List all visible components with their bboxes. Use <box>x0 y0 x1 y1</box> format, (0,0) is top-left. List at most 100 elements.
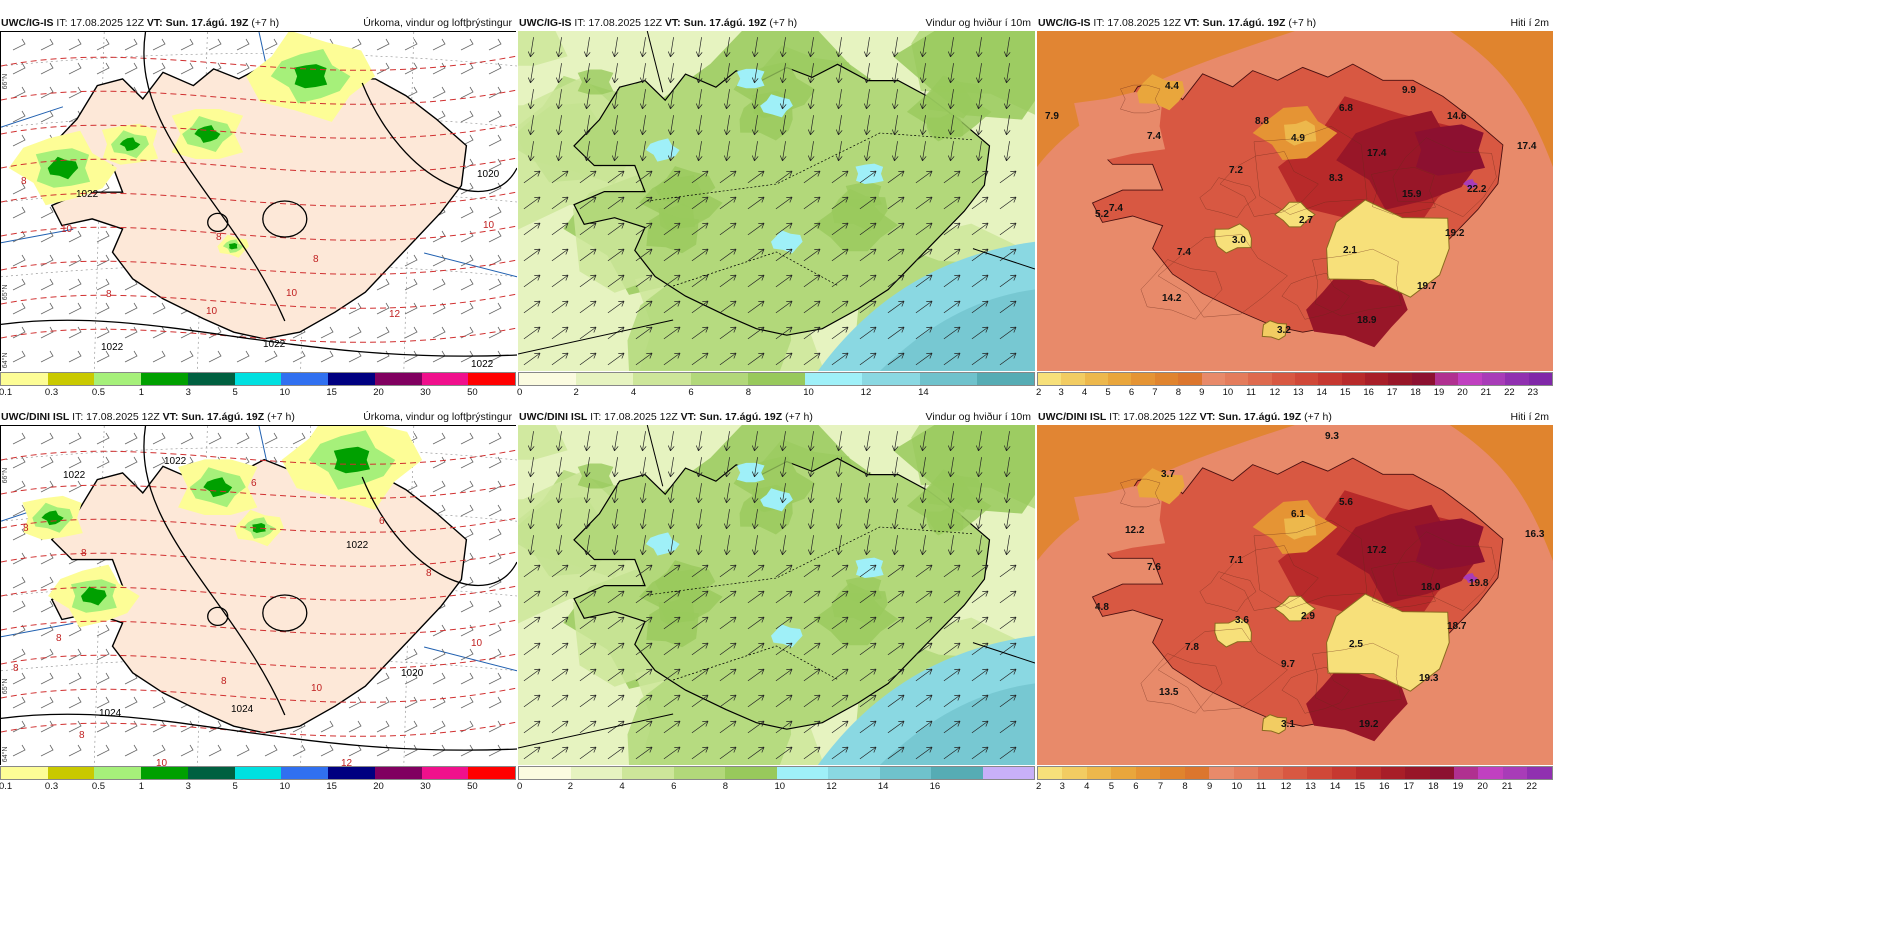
colorbar-swatch <box>576 373 634 385</box>
colorbar-swatch <box>1131 373 1155 385</box>
colorbar-swatch <box>1405 767 1430 779</box>
vt-label: VT: <box>661 17 684 29</box>
temperature-value-label: 7.4 <box>1147 131 1161 142</box>
map-canvas: 81081022810108101212102010221022102266°N… <box>1 32 517 372</box>
colorbar-tick-label: 20 <box>1457 387 1468 398</box>
latitude-label: 66°N <box>1 74 9 90</box>
colorbar-tick-label: 8 <box>1175 387 1182 398</box>
temperature-value-label: 7.6 <box>1147 562 1161 573</box>
colorbar-tick-label: 3 <box>1058 387 1064 398</box>
colorbar-tick-label: 10 <box>1231 781 1243 792</box>
map-value-label: 1024 <box>99 708 122 719</box>
colorbar-tick-label: 20 <box>1477 781 1488 792</box>
colorbar-swatch <box>1209 767 1234 779</box>
temperature-value-label: 4.9 <box>1291 133 1305 144</box>
colorbar-swatch <box>1224 373 1249 385</box>
model-name: UWC/DINI ISL <box>1 411 70 423</box>
wind-panel: UWC/DINI ISL IT: 17.08.2025 12Z VT: Sun.… <box>517 408 1035 793</box>
colorbar-tick-label: 4 <box>1081 387 1088 398</box>
latitude-label: 65°N <box>1 679 9 695</box>
colorbar-swatch <box>1038 373 1062 385</box>
temperature-value-label: 19.3 <box>1419 673 1439 684</box>
colorbar-swatch <box>1435 373 1459 385</box>
colorbar-ticks: 2 3 4 5 6 7 8 9 10 11 12 13 14 15 16 17 18 19 20 21 22 <box>1036 781 1553 793</box>
colorbar-tick-label: 18 <box>1428 781 1439 792</box>
run-info: UWC/IG-IS IT: 17.08.2025 12Z VT: Sun. 17… <box>1038 14 1316 32</box>
colorbar-swatch <box>1 767 48 779</box>
map-value-label: 1022 <box>263 339 286 350</box>
colorbar-swatch <box>468 373 516 385</box>
it-label: IT: <box>1090 17 1108 29</box>
colorbar-tick-label: 17 <box>1386 387 1398 398</box>
colorbar-tick-label: 4 <box>1084 781 1090 792</box>
colorbar-swatch <box>1505 373 1529 385</box>
temperature-value-label: 2.9 <box>1301 611 1315 622</box>
colorbar <box>1037 766 1553 784</box>
colorbar-swatch <box>1453 767 1479 779</box>
colorbar-tick-label: 5 <box>1105 387 1111 398</box>
temp-map[interactable]: 9.3 3.7 5.6 6.1 12.2 16.3 17.2 7.1 7.6 18.0 19.8 4.… <box>1037 425 1553 765</box>
run-info: UWC/IG-IS IT: 17.08.2025 12Z VT: Sun. 17… <box>519 14 797 32</box>
temperature-value-label: 12.2 <box>1125 525 1145 536</box>
colorbar-tick-label: 15 <box>326 781 337 792</box>
map-value-label: 10 <box>471 638 483 649</box>
temperature-value-label: 4.8 <box>1095 602 1109 613</box>
map-canvas: 9.3 3.7 5.6 6.1 12.2 16.3 17.2 7.1 7.6 18.0 19.8 4.… <box>1037 425 1553 765</box>
temperature-value-label: 14.2 <box>1162 293 1182 304</box>
latitude-label: 64°N <box>1 353 9 369</box>
colorbar <box>518 766 1035 784</box>
map-value-label: 12 <box>341 758 353 766</box>
colorbar-ticks: 0.1 0.3 0.5 1 3 5 10 15 20 30 50 <box>0 387 516 399</box>
temperature-value-label: 3.1 <box>1281 719 1295 730</box>
colorbar-swatch <box>919 373 977 385</box>
temp-panel: UWC/DINI ISL IT: 17.08.2025 12Z VT: Sun.… <box>1036 408 1553 793</box>
colorbar-swatch <box>1527 767 1552 779</box>
temp-map[interactable]: 4.4 9.9 7.9 6.8 8.8 7.4 4.9 14.6 17.4 17.4 7.2 8.3 1… <box>1037 31 1553 371</box>
colorbar-swatch <box>805 373 863 385</box>
valid-time: Sun. 17.ágú. 19Z <box>1218 411 1302 423</box>
colorbar-swatch <box>862 373 920 385</box>
colorbar-swatch <box>1380 767 1406 779</box>
colorbar-tick-label: 3 <box>185 781 191 792</box>
colorbar-swatch <box>1084 373 1109 385</box>
map-value-label: 10 <box>156 758 168 766</box>
temp-panel: UWC/IG-IS IT: 17.08.2025 12Z VT: Sun. 17… <box>1036 14 1553 399</box>
colorbar-tick-label: 22 <box>1504 387 1515 398</box>
map-value-label: 10 <box>206 306 218 317</box>
temperature-value-label: 14.6 <box>1447 111 1467 122</box>
temperature-value-label: 7.2 <box>1229 165 1243 176</box>
colorbar-tick-label: 14 <box>877 781 889 792</box>
colorbar-swatch <box>519 767 571 779</box>
colorbar-ticks: 0.1 0.3 0.5 1 3 5 10 15 20 30 50 <box>0 781 516 793</box>
colorbar-swatch <box>141 373 188 385</box>
run-info: UWC/DINI ISL IT: 17.08.2025 12Z VT: Sun.… <box>1 408 295 426</box>
colorbar-tick-label: 12 <box>1269 387 1281 398</box>
panel-header: UWC/IG-IS IT: 17.08.2025 12Z VT: Sun. 17… <box>518 14 1035 32</box>
map-value-label: 8 <box>216 232 222 243</box>
colorbar-swatch <box>1061 373 1085 385</box>
precip-map[interactable]: 1022 1022 8 8 6 6 1022 8 8 8 8 10 1024 1020 10 8 10 12 102… <box>0 425 517 766</box>
colorbar-swatch <box>1154 373 1179 385</box>
colorbar-tick-label: 9 <box>1207 781 1213 792</box>
vt-label: VT: <box>1180 17 1203 29</box>
colorbar-swatch <box>828 767 880 779</box>
colorbar-swatch <box>1135 767 1161 779</box>
colorbar-swatch <box>1038 767 1063 779</box>
precip-map[interactable]: 81081022810108101212102010221022102266°N… <box>0 31 517 372</box>
init-time: 17.08.2025 12Z <box>1107 17 1181 29</box>
temperature-value-label: 15.9 <box>1402 189 1422 200</box>
lead-time: (+7 h) <box>782 411 813 423</box>
map-canvas: 1022 1022 8 8 6 6 1022 8 8 8 8 10 1024 1020 10 8 10 12 102… <box>1 426 517 766</box>
map-canvas <box>518 31 1035 371</box>
colorbar-swatch <box>94 767 142 779</box>
init-time: 17.08.2025 12Z <box>1123 411 1197 423</box>
temperature-value-label: 9.7 <box>1281 659 1295 670</box>
colorbar <box>0 766 516 784</box>
colorbar-tick-label: 10 <box>774 781 786 792</box>
map-value-label: 8 <box>21 176 27 187</box>
wind-map[interactable] <box>518 425 1035 765</box>
colorbar-swatch <box>690 373 748 385</box>
colorbar-tick-label: 21 <box>1480 387 1492 398</box>
run-info: UWC/DINI ISL IT: 17.08.2025 12Z VT: Sun.… <box>519 408 813 426</box>
wind-map[interactable] <box>518 31 1035 371</box>
